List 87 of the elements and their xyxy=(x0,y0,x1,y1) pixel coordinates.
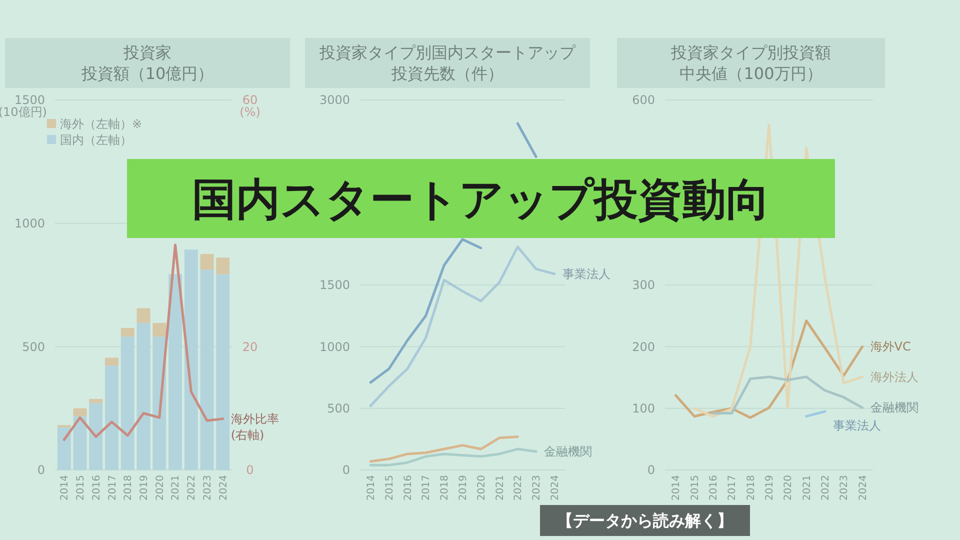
bar xyxy=(89,403,103,470)
x-tick-label: 2019 xyxy=(458,475,469,500)
y-tick-label: 3000 xyxy=(319,93,350,108)
bar xyxy=(57,427,71,470)
series-label: 海外法人 xyxy=(870,370,918,384)
x-tick-label: 2017 xyxy=(107,475,118,500)
series-label: 事業法人 xyxy=(832,418,881,433)
x-tick-label: 2021 xyxy=(802,475,813,500)
x-tick-label: 2022 xyxy=(186,475,198,500)
y2-tick-label: 60 xyxy=(242,93,258,108)
x-tick-label: 2019 xyxy=(139,475,150,500)
series-label: 金融機関 xyxy=(870,400,918,415)
x-tick-label: 2015 xyxy=(384,475,396,500)
x-tick-label: 2014 xyxy=(366,475,378,500)
chart-title: 投資家タイプ別国内スタートアップ投資先数（件） xyxy=(318,43,576,83)
bar xyxy=(105,366,118,470)
y2-tick-label: 20 xyxy=(242,340,258,354)
y-tick-label: 0 xyxy=(37,463,45,478)
y-tick-label: 600 xyxy=(632,93,655,108)
series-label: 海外VC xyxy=(870,340,911,354)
bar xyxy=(200,254,214,270)
x-tick-label: 2024 xyxy=(858,475,869,500)
line-series xyxy=(369,448,538,466)
x-tick-label: 2020 xyxy=(476,475,488,500)
series-label: 海外比率 (右軸) xyxy=(230,412,279,442)
x-tick-label: 2014 xyxy=(60,475,71,500)
line-series xyxy=(369,435,519,463)
y-tick-label: 100 xyxy=(632,402,655,416)
x-tick-label: 2022 xyxy=(513,475,524,500)
x-tick-label: 2022 xyxy=(820,475,832,500)
x-tick-label: 2020 xyxy=(154,475,166,500)
bar xyxy=(200,270,214,470)
x-tick-label: 2014 xyxy=(671,475,682,500)
bar xyxy=(120,328,134,337)
bar xyxy=(89,398,103,404)
y2-axis-title: (%) xyxy=(240,105,260,119)
line-series xyxy=(712,376,864,415)
x-tick-label: 2023 xyxy=(202,475,214,500)
bar xyxy=(73,408,87,416)
chart-title: 投資家投資額（10億円） xyxy=(80,43,214,83)
legend-label: 国内（左軸） xyxy=(60,133,132,147)
x-tick-label: 2016 xyxy=(708,475,720,500)
x-tick-label: 2020 xyxy=(783,475,794,500)
series-label: 金融機関 xyxy=(544,444,592,458)
x-tick-label: 2015 xyxy=(76,475,86,500)
y-tick-label: 1000 xyxy=(319,340,350,354)
bar xyxy=(216,274,230,470)
y-tick-label: 0 xyxy=(647,463,655,478)
y-tick-label: 300 xyxy=(632,278,655,292)
y-tick-label: 0 xyxy=(342,463,350,478)
text: 国内スタートアップ投資動向 xyxy=(192,174,770,226)
line-series xyxy=(62,244,224,442)
y-tick-label: 1500 xyxy=(14,93,45,108)
y-tick-label: 500 xyxy=(22,340,45,354)
y-tick-label: 1000 xyxy=(14,216,45,231)
x-tick-label: 2024 xyxy=(550,475,561,500)
x-tick-label: 2024 xyxy=(218,475,230,500)
series-label: 事業法人 xyxy=(562,266,610,281)
chart-title: 投資家タイプ別投資額中央値（100万円） xyxy=(670,43,831,83)
x-tick-label: 2018 xyxy=(123,475,134,500)
legend-label: 海外（左軸）※ xyxy=(60,117,142,131)
x-tick-label: 2018 xyxy=(440,475,451,500)
x-tick-label: 2023 xyxy=(532,475,543,500)
bar xyxy=(152,322,166,337)
bar xyxy=(216,258,230,274)
x-tick-label: 2018 xyxy=(746,475,757,500)
x-tick-label: 2016 xyxy=(91,475,102,500)
x-tick-label: 2021 xyxy=(170,475,182,500)
x-tick-label: 2017 xyxy=(421,475,432,500)
x-tick-label: 2019 xyxy=(764,475,776,500)
bar xyxy=(105,358,118,366)
x-tick-label: 2017 xyxy=(727,475,738,500)
x-tick-label: 2021 xyxy=(494,475,506,500)
bar xyxy=(136,308,150,323)
x-tick-label: 2016 xyxy=(402,475,414,500)
text: 【データから読み解く】 xyxy=(557,511,733,530)
x-tick-label: 2015 xyxy=(690,475,701,500)
bar xyxy=(136,322,150,470)
bar xyxy=(168,274,182,470)
y-tick-label: 500 xyxy=(327,402,350,416)
line-series xyxy=(369,246,556,408)
x-tick-label: 2023 xyxy=(839,475,850,500)
bar xyxy=(184,249,198,470)
y-tick-label: 1500 xyxy=(319,278,350,292)
y-tick-label: 200 xyxy=(632,340,655,354)
y2-tick-label: 0 xyxy=(246,463,254,478)
bar xyxy=(120,336,134,470)
